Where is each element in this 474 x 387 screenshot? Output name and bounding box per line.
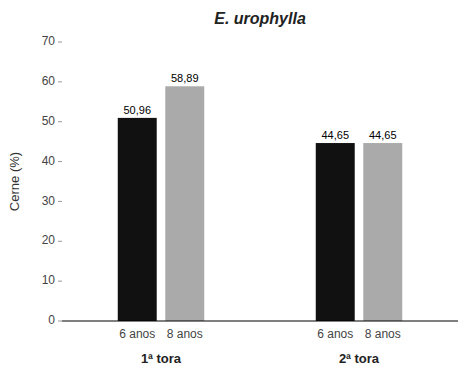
y-tick [58,81,62,82]
bar [118,118,157,321]
chart: E. urophylla Cerne (%) 0 10 20 30 40 50 60 70 50,9… [0,0,474,387]
x-tick-label: 6 anos [317,327,353,341]
y-tick [58,281,62,282]
y-tick [58,161,62,162]
y-tick-label: 60 [42,74,56,88]
bar [363,143,402,321]
group-label: 2ª tora [339,351,380,366]
bar [165,86,204,321]
bars [118,86,402,321]
y-tick-label: 10 [42,273,56,287]
y-tick [58,321,62,322]
y-tick-label: 40 [42,154,56,168]
title: E. urophylla [214,10,306,27]
data-label: 44,65 [369,129,397,141]
y-tick-label: 20 [42,233,56,247]
y-tick [58,121,62,122]
bar [316,143,355,321]
x-axis: 6 anos 8 anos 1ª tora 6 anos 8 anos 2ª tora [119,327,401,366]
data-label: 50,96 [123,104,151,116]
y-tick-label: 50 [42,114,56,128]
y-tick-label: 70 [42,34,56,48]
x-tick-label: 8 anos [167,327,203,341]
y-tick [58,201,62,202]
x-tick-label: 6 anos [119,327,155,341]
data-label: 58,89 [171,72,199,84]
y-axis-label: Cerne (%) [7,152,22,211]
data-labels: 50,96 44,65 58,89 44,65 [123,72,396,141]
x-axis-line [62,321,458,322]
x-tick-label: 8 anos [365,327,401,341]
y-tick [58,241,62,242]
data-label: 44,65 [321,129,349,141]
group-label: 1ª tora [141,351,182,366]
y-tick [58,42,62,43]
y-axis: 0 10 20 30 40 50 60 70 [42,34,62,327]
y-tick-label: 0 [48,313,55,327]
y-tick-label: 30 [42,194,56,208]
